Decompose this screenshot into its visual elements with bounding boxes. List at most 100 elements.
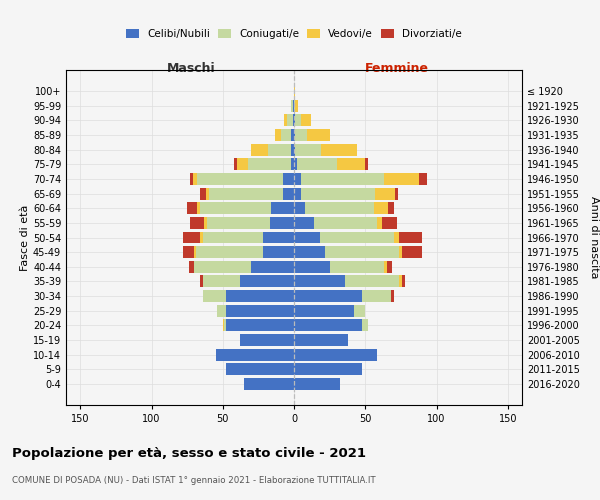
Bar — [240, 334, 294, 346]
Bar — [183, 246, 194, 258]
Bar — [301, 114, 311, 126]
Bar — [295, 129, 307, 141]
Bar — [268, 144, 291, 156]
Bar — [203, 290, 226, 302]
Bar — [294, 129, 295, 141]
Bar — [275, 129, 281, 141]
Bar — [294, 246, 325, 258]
Bar — [346, 276, 400, 287]
Bar — [237, 158, 248, 170]
Bar — [200, 232, 203, 243]
Bar — [294, 276, 346, 287]
Bar — [362, 290, 391, 302]
Bar — [263, 232, 294, 243]
Bar — [386, 261, 392, 273]
Bar — [207, 217, 270, 229]
Bar — [283, 173, 294, 185]
Bar — [209, 188, 283, 200]
Bar — [294, 261, 329, 273]
Bar — [301, 188, 375, 200]
Bar — [203, 232, 263, 243]
Bar — [196, 246, 263, 258]
Bar — [388, 202, 394, 214]
Bar — [294, 363, 362, 375]
Bar — [200, 188, 206, 200]
Bar — [294, 188, 301, 200]
Bar — [291, 129, 294, 141]
Bar — [314, 217, 377, 229]
Bar — [200, 202, 271, 214]
Bar — [190, 217, 204, 229]
Bar — [294, 348, 377, 360]
Bar — [294, 217, 314, 229]
Bar — [384, 261, 386, 273]
Bar — [365, 158, 368, 170]
Bar — [194, 261, 251, 273]
Bar — [362, 320, 368, 332]
Text: Femmine: Femmine — [365, 62, 428, 75]
Bar — [295, 144, 321, 156]
Bar — [226, 320, 294, 332]
Bar — [375, 188, 395, 200]
Bar — [400, 276, 403, 287]
Bar — [200, 276, 203, 287]
Bar — [403, 246, 422, 258]
Bar — [294, 232, 320, 243]
Bar — [294, 290, 362, 302]
Bar — [294, 100, 295, 112]
Bar — [183, 232, 200, 243]
Bar — [320, 232, 394, 243]
Legend: Celibi/Nubili, Coniugati/e, Vedovi/e, Divorziati/e: Celibi/Nubili, Coniugati/e, Vedovi/e, Di… — [122, 25, 466, 44]
Bar — [197, 173, 283, 185]
Bar — [224, 320, 226, 332]
Bar — [217, 304, 226, 316]
Bar — [400, 232, 422, 243]
Bar — [226, 363, 294, 375]
Bar — [294, 144, 295, 156]
Bar — [234, 158, 237, 170]
Bar — [394, 232, 400, 243]
Bar — [391, 290, 394, 302]
Bar — [194, 246, 196, 258]
Bar — [291, 100, 293, 112]
Bar — [294, 114, 295, 126]
Text: COMUNE DI POSADA (NU) - Dati ISTAT 1° gennaio 2021 - Elaborazione TUTTITALIA.IT: COMUNE DI POSADA (NU) - Dati ISTAT 1° ge… — [12, 476, 376, 485]
Bar — [295, 114, 301, 126]
Bar — [301, 173, 384, 185]
Bar — [403, 276, 405, 287]
Bar — [382, 217, 397, 229]
Bar — [287, 114, 293, 126]
Y-axis label: Fasce di età: Fasce di età — [20, 204, 30, 270]
Bar — [244, 378, 294, 390]
Text: Popolazione per età, sesso e stato civile - 2021: Popolazione per età, sesso e stato civil… — [12, 448, 366, 460]
Bar — [294, 378, 340, 390]
Bar — [223, 320, 224, 332]
Bar — [206, 188, 209, 200]
Bar — [294, 334, 348, 346]
Bar — [337, 158, 365, 170]
Y-axis label: Anni di nascita: Anni di nascita — [589, 196, 599, 279]
Bar — [283, 188, 294, 200]
Bar — [270, 217, 294, 229]
Bar — [354, 304, 365, 316]
Bar — [321, 144, 356, 156]
Bar — [190, 173, 193, 185]
Bar — [293, 114, 294, 126]
Bar — [307, 129, 329, 141]
Bar — [295, 100, 298, 112]
Bar — [248, 158, 291, 170]
Bar — [395, 188, 398, 200]
Bar — [294, 202, 305, 214]
Bar — [294, 85, 295, 97]
Bar — [294, 320, 362, 332]
Text: Maschi: Maschi — [167, 62, 216, 75]
Bar — [293, 100, 294, 112]
Bar — [297, 158, 337, 170]
Bar — [240, 276, 294, 287]
Bar — [197, 202, 200, 214]
Bar — [251, 144, 268, 156]
Bar — [188, 261, 194, 273]
Bar — [284, 114, 287, 126]
Bar — [419, 173, 427, 185]
Bar — [263, 246, 294, 258]
